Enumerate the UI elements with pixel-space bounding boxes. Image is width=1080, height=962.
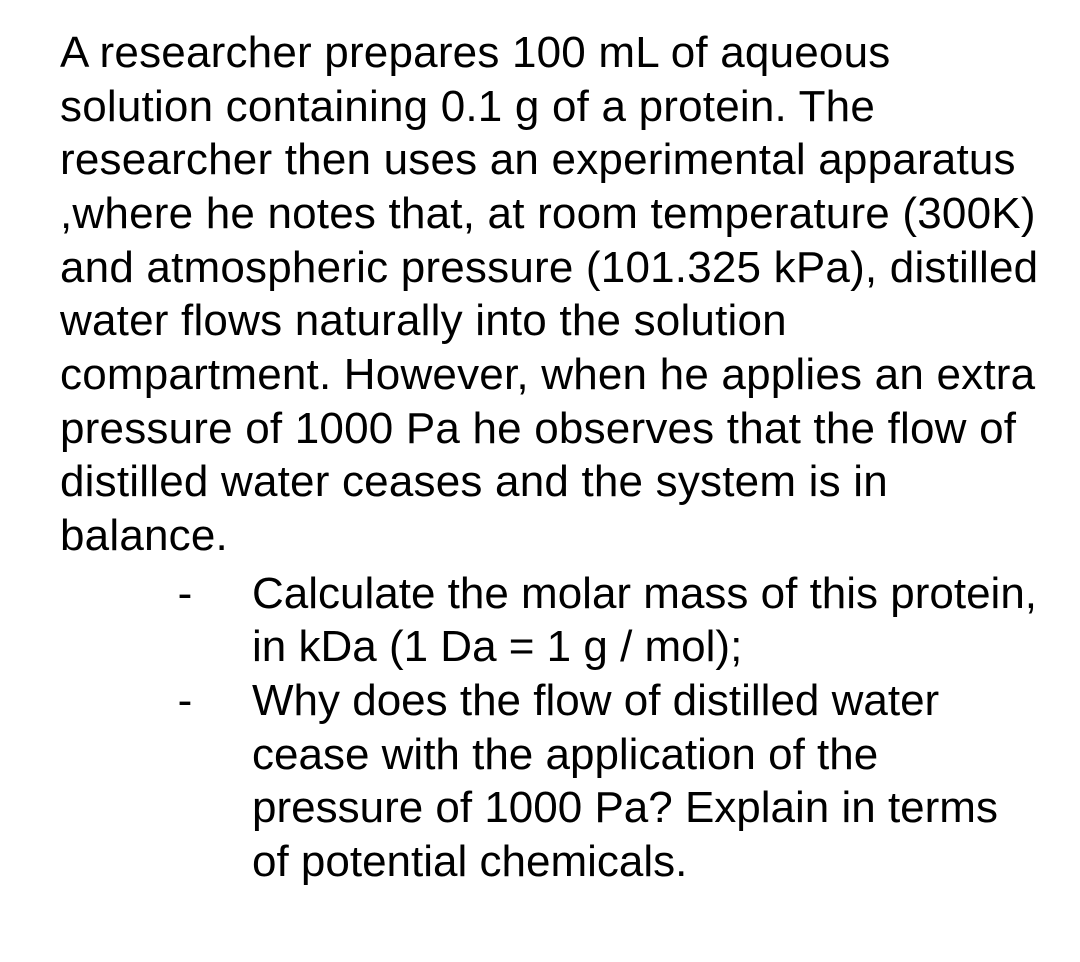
bullet-text: Why does the flow of distilled water cea…: [252, 674, 1040, 889]
list-item: - Calculate the molar mass of this prote…: [60, 567, 1040, 674]
question-page: A researcher prepares 100 mL of aqueous …: [0, 0, 1080, 915]
bullet-text: Calculate the molar mass of this protein…: [252, 567, 1040, 674]
question-intro-text: A researcher prepares 100 mL of aqueous …: [60, 26, 1040, 563]
bullet-dash-icon: -: [170, 567, 200, 621]
list-item: - Why does the flow of distilled water c…: [60, 674, 1040, 889]
bullet-dash-icon: -: [170, 674, 200, 728]
question-bullet-list: - Calculate the molar mass of this prote…: [60, 567, 1040, 889]
